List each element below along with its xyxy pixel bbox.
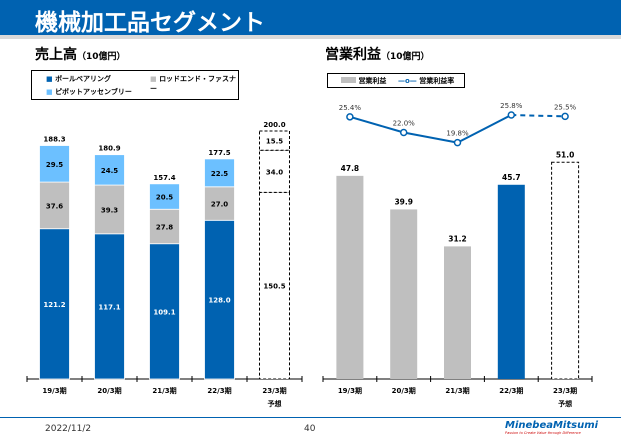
sales-data-label: 39.3 bbox=[101, 206, 118, 214]
profit-bar bbox=[497, 184, 525, 379]
sales-bar-segment bbox=[259, 130, 290, 151]
sales-data-label: 20.5 bbox=[156, 194, 173, 202]
profit-bar bbox=[551, 161, 580, 380]
profit-tick-label: 21/3期 bbox=[445, 386, 469, 395]
sales-bar-segment bbox=[259, 191, 290, 380]
margin-line-segment bbox=[457, 114, 512, 144]
margin-line-segment bbox=[511, 114, 566, 118]
profit-data-label: 47.8 bbox=[341, 164, 360, 173]
profit-tick-label: 20/3期 bbox=[392, 386, 416, 395]
sales-bar-segment bbox=[259, 149, 290, 193]
page-title: 機械加工品セグメント bbox=[35, 10, 265, 36]
sales-tick-label: 23/3期 bbox=[262, 386, 286, 395]
sales-unit: （10億円） bbox=[77, 52, 126, 62]
page-number: 40 bbox=[304, 424, 316, 434]
footer-date: 2022/11/2 bbox=[45, 424, 92, 434]
sales-heading: 売上高（10億円） bbox=[35, 44, 126, 64]
sales-bar-segment bbox=[149, 208, 180, 245]
sales-bar-segment bbox=[204, 219, 235, 380]
margin-label: 25.5% bbox=[554, 103, 577, 111]
profit-forecast-label: 予想 bbox=[558, 399, 572, 408]
sales-bar-segment bbox=[149, 183, 180, 210]
sales-data-label: 22.5 bbox=[211, 170, 228, 178]
sales-tick-label: 19/3期 bbox=[42, 386, 66, 395]
margin-label: 19.8% bbox=[446, 130, 469, 138]
sales-data-label: 150.5 bbox=[263, 283, 285, 291]
legend-profit: 営業利益 bbox=[341, 76, 386, 86]
sales-data-label: 109.1 bbox=[153, 308, 175, 316]
margin-label: 22.0% bbox=[393, 119, 416, 127]
legend-rod-end: ■ ロッドエンド・ファスナー bbox=[150, 75, 237, 93]
sales-title: 売上高 bbox=[35, 47, 77, 63]
profit-title: 営業利益 bbox=[325, 47, 381, 63]
margin-line-segment bbox=[403, 131, 458, 144]
divider bbox=[0, 35, 621, 39]
sales-bar-segment bbox=[94, 154, 125, 186]
sales-tick-label: 20/3期 bbox=[97, 386, 121, 395]
sales-bar-segment bbox=[39, 228, 70, 380]
profit-bar bbox=[444, 246, 471, 379]
sales-data-label: 29.5 bbox=[46, 161, 63, 169]
footer-line bbox=[0, 417, 621, 418]
profit-bar bbox=[336, 175, 364, 379]
sales-legend: ■ ボールベアリング ■ ロッドエンド・ファスナー ■ ピボットアッセンブリー bbox=[31, 70, 239, 100]
profit-data-label: 39.9 bbox=[394, 197, 413, 206]
profit-tick-label: 19/3期 bbox=[338, 386, 362, 395]
sales-total-label: 177.5 bbox=[208, 149, 230, 157]
profit-data-label: 45.7 bbox=[502, 173, 521, 182]
margin-point bbox=[399, 128, 408, 137]
sales-bar-segment bbox=[204, 186, 235, 221]
profit-unit: （10億円） bbox=[381, 52, 430, 62]
sales-forecast-label: 予想 bbox=[268, 399, 282, 408]
sales-data-label: 34.0 bbox=[266, 168, 283, 176]
profit-heading: 営業利益（10億円） bbox=[325, 44, 430, 64]
sales-tick-label: 22/3期 bbox=[207, 386, 231, 395]
profit-data-label: 51.0 bbox=[556, 150, 575, 159]
sales-tick-label: 21/3期 bbox=[152, 386, 176, 395]
sales-data-label: 121.2 bbox=[43, 301, 65, 309]
sales-total-label: 200.0 bbox=[263, 121, 285, 129]
margin-label: 25.8% bbox=[500, 102, 523, 110]
sales-bar-segment bbox=[39, 181, 70, 230]
legend-ball-bearing: ■ ボールベアリング bbox=[46, 75, 112, 83]
sales-data-label: 24.5 bbox=[101, 167, 118, 175]
sales-bar-segment bbox=[204, 158, 235, 188]
sales-data-label: 117.1 bbox=[98, 303, 120, 311]
margin-point bbox=[507, 111, 516, 119]
margin-point bbox=[453, 138, 462, 147]
sales-data-label: 27.8 bbox=[156, 223, 173, 231]
profit-tick-label: 22/3期 bbox=[499, 386, 523, 395]
profit-data-label: 31.2 bbox=[448, 234, 467, 243]
sales-data-label: 15.5 bbox=[266, 138, 283, 146]
title-bar: 機械加工品セグメント bbox=[0, 0, 621, 36]
sales-total-label: 180.9 bbox=[98, 145, 120, 153]
sales-bar-segment bbox=[94, 233, 125, 380]
sales-bar-segment bbox=[149, 243, 180, 380]
margin-point bbox=[561, 112, 569, 121]
legend-margin: —o— 営業利益率 bbox=[398, 77, 455, 85]
sales-total-label: 188.3 bbox=[43, 136, 65, 144]
margin-line-segment bbox=[349, 115, 404, 134]
sales-data-label: 128.0 bbox=[208, 297, 230, 305]
margin-point bbox=[346, 113, 354, 121]
logo: MinebeaMitsumi Passion to Create Value th… bbox=[505, 420, 599, 435]
sales-total-label: 157.4 bbox=[153, 174, 175, 182]
profit-bar bbox=[390, 209, 418, 379]
sales-data-label: 37.6 bbox=[46, 202, 63, 210]
sales-bar-segment bbox=[39, 145, 70, 183]
profit-legend: 営業利益 —o— 営業利益率 bbox=[327, 73, 465, 88]
margin-label: 25.4% bbox=[339, 104, 362, 112]
profit-tick-label: 23/3期 bbox=[553, 386, 577, 395]
legend-pivot: ■ ピボットアッセンブリー bbox=[46, 88, 132, 96]
sales-data-label: 27.0 bbox=[211, 201, 228, 209]
